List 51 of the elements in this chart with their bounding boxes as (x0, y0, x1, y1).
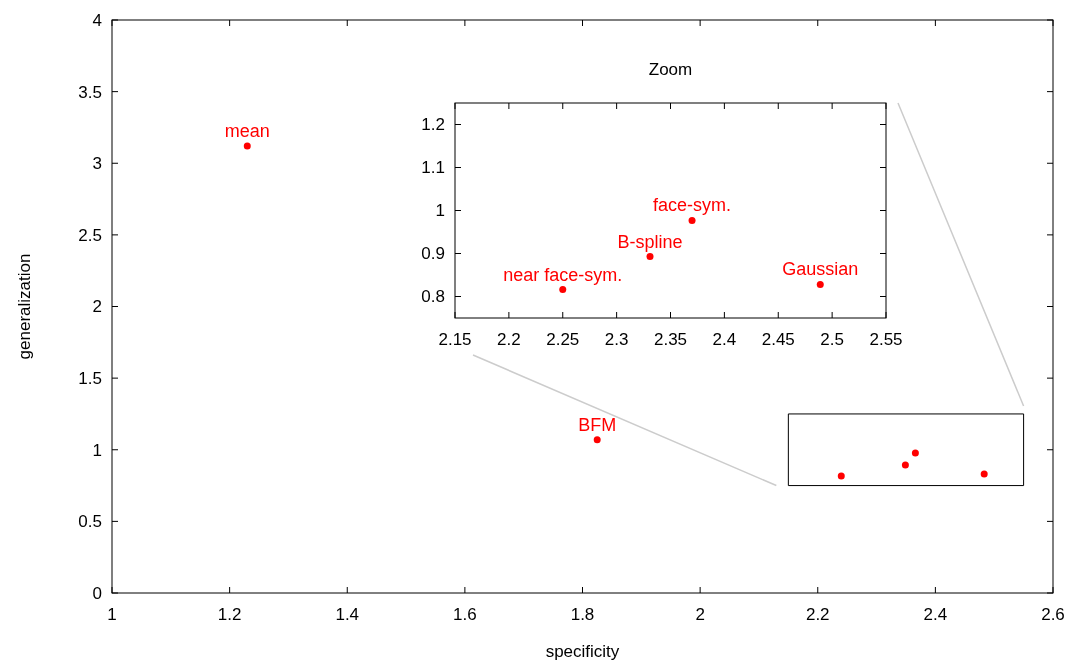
x-tick-label: 2.5 (820, 330, 844, 349)
y-axis-title: generalization (15, 253, 34, 360)
annotation: Gaussian (782, 259, 859, 280)
x-tick-label: 1.8 (570, 605, 595, 624)
annotation: face-sym. (653, 195, 732, 216)
x-tick-label: 2.6 (1041, 605, 1065, 624)
x-tick-label: 2.2 (497, 330, 521, 349)
y-tick-label: 0.8 (421, 287, 445, 307)
x-tick-label: 2 (695, 605, 705, 624)
x-tick-label: 2.4 (923, 605, 948, 624)
y-tick-label: 1.2 (421, 115, 445, 135)
point (688, 216, 696, 224)
x-tick-label: 1 (107, 605, 117, 624)
x-tick-label: 2.4 (712, 330, 737, 349)
x-tick-label: 2.3 (604, 330, 629, 349)
point (837, 472, 845, 480)
y-tick-label: 4 (92, 10, 102, 30)
y-tick-label: 1 (435, 201, 445, 221)
x-tick-label: 1.2 (217, 605, 242, 624)
y-tick-label: 2.5 (78, 225, 102, 245)
x-tick-label: 1.6 (453, 605, 477, 624)
point (646, 253, 654, 261)
y-tick-label: 0.5 (78, 512, 102, 532)
y-tick-label: 0.9 (421, 244, 445, 264)
annotation: mean (224, 121, 270, 142)
y-tick-label: 3.5 (78, 82, 102, 102)
point (816, 280, 824, 288)
point (593, 436, 601, 444)
x-tick-label: 2.15 (438, 330, 472, 349)
point (911, 449, 919, 457)
y-tick-label: 1 (92, 440, 102, 460)
y-tick-label: 0 (92, 583, 102, 603)
y-tick-label: 3 (92, 154, 102, 174)
point (980, 470, 988, 478)
x-tick-label: 2.2 (805, 605, 830, 624)
x-axis-title: specificity (545, 642, 620, 661)
y-tick-label: 2 (92, 297, 102, 317)
point (901, 461, 909, 469)
point (243, 142, 251, 150)
annotation: near face-sym. (503, 264, 623, 285)
x-tick-label: 1.4 (335, 605, 360, 624)
x-tick-label: 2.55 (869, 330, 903, 349)
x-tick-label: 2.45 (761, 330, 795, 349)
annotation: BFM (578, 414, 617, 435)
x-tick-label: 2.25 (546, 330, 580, 349)
annotation: B-spline (617, 231, 683, 252)
point (559, 286, 567, 294)
x-tick-label: 2.35 (653, 330, 688, 349)
chart-title: Zoom (648, 60, 693, 79)
y-tick-label: 1.5 (78, 369, 102, 389)
y-tick-label: 1.1 (421, 158, 445, 178)
